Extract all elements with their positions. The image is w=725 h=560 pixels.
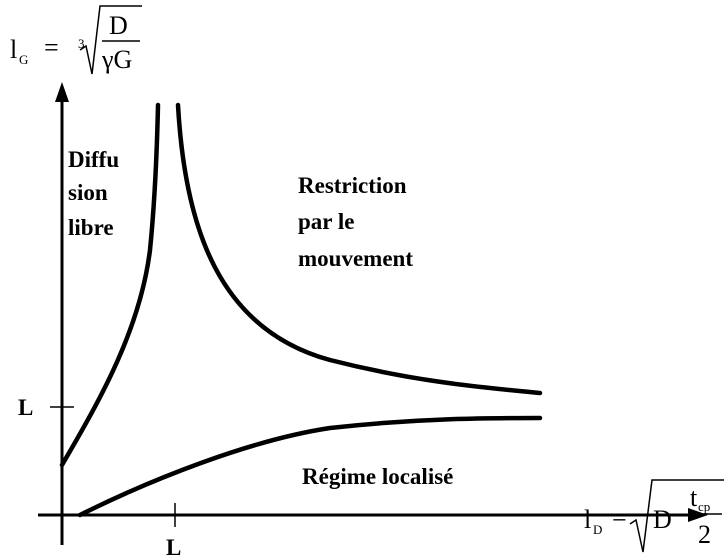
numerator: D (109, 11, 128, 40)
denominator: 2 (698, 520, 711, 549)
region-label: libre (68, 215, 114, 240)
subscript: G (19, 52, 28, 67)
curve-free (59, 102, 161, 468)
region-label: sion (68, 180, 108, 205)
curve-upper (175, 102, 543, 396)
y-tick-label: L (18, 395, 33, 420)
x-axis-label: l D = D t cp 2 (584, 479, 724, 553)
equals: = (44, 33, 59, 62)
numerator: t (690, 483, 698, 512)
region-label: Diffu (68, 147, 119, 172)
region-label: Restriction (298, 173, 407, 198)
region-label: par le (298, 209, 354, 234)
region-label: mouvement (298, 246, 413, 271)
subscript: D (593, 522, 602, 537)
symbol: l (584, 505, 591, 534)
region-label: Régime localisé (302, 464, 453, 489)
radical (79, 5, 142, 75)
symbol: l (10, 35, 17, 64)
y-axis-label: l G = 3 D γG (10, 5, 142, 75)
radical (629, 479, 724, 553)
factor: D (653, 505, 672, 534)
y-axis-arrow (55, 82, 69, 102)
curve-lower (77, 415, 543, 518)
x-axis-arrow (688, 508, 708, 522)
x-tick-label: L (166, 535, 181, 560)
equals: = (612, 503, 627, 532)
denominator: γG (101, 45, 132, 74)
numerator-subscript: cp (698, 499, 710, 514)
root-index: 3 (78, 36, 85, 51)
